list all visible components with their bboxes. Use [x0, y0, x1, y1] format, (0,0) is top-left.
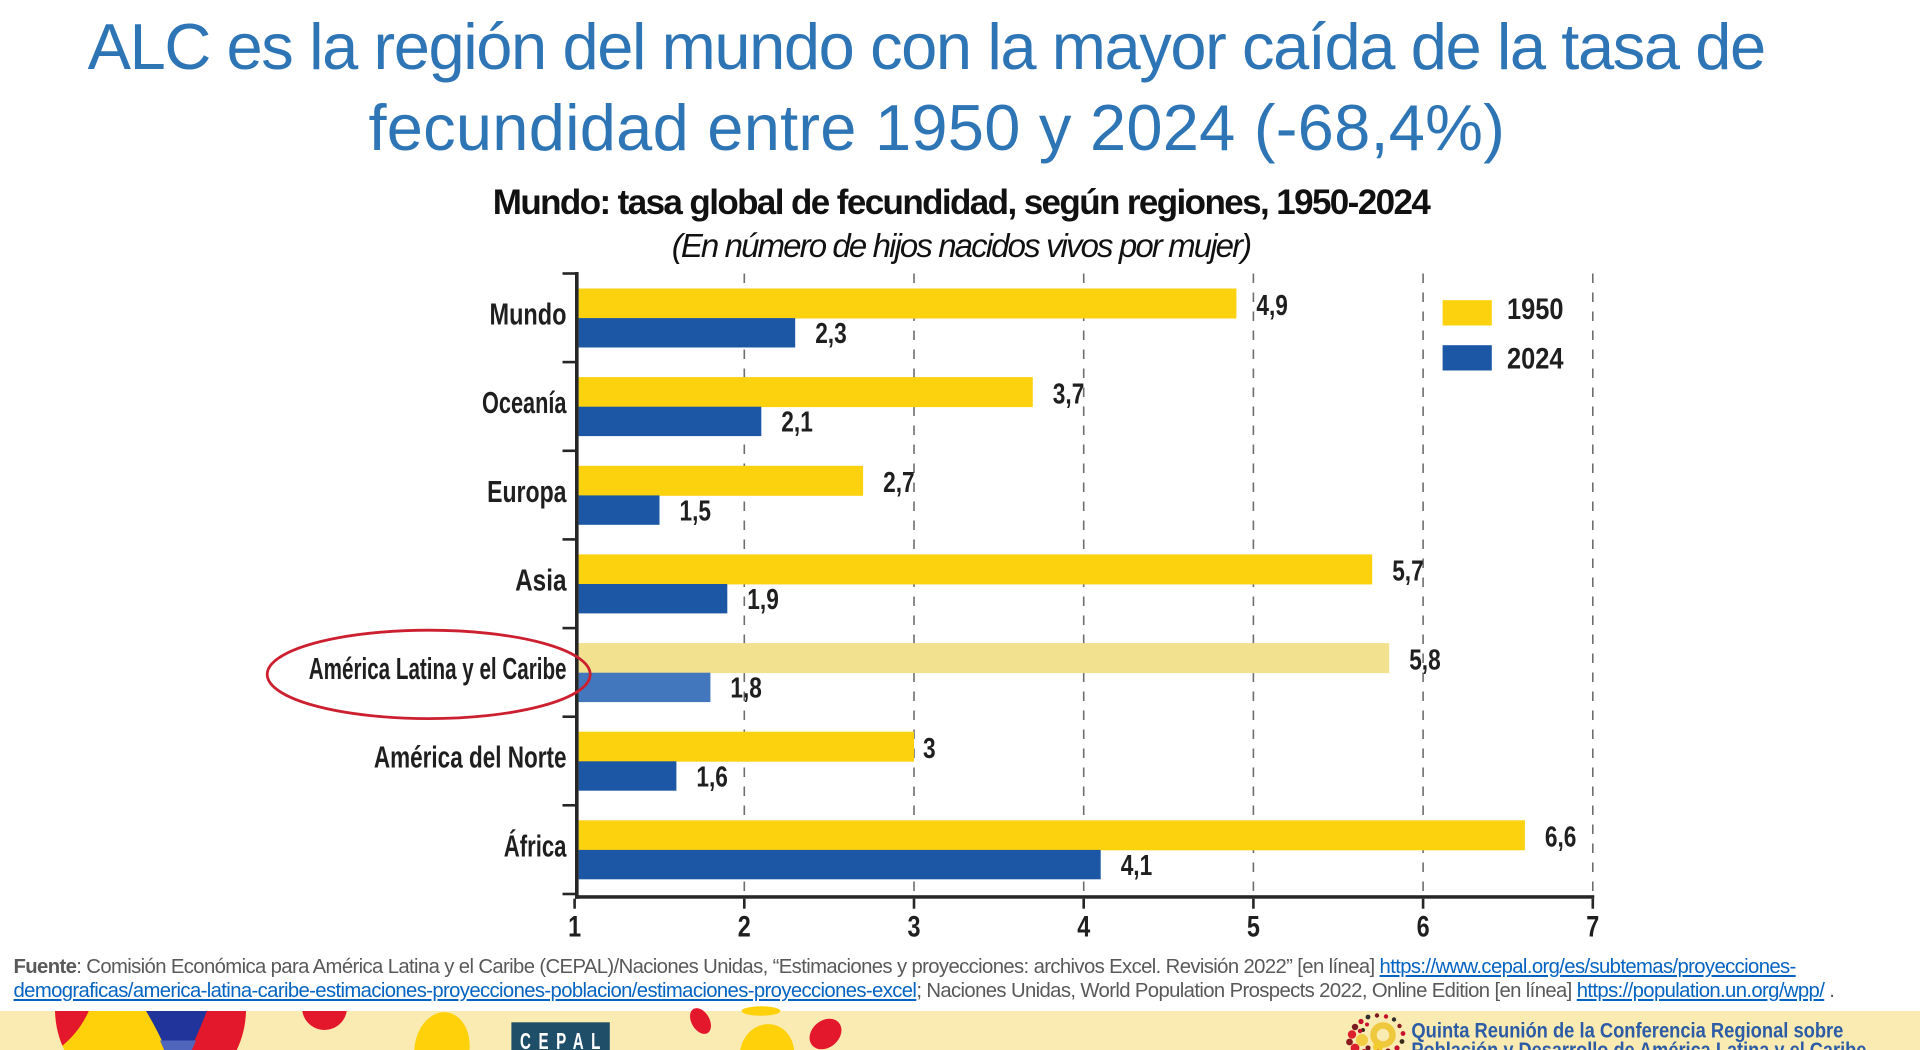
svg-text:5,7: 5,7	[1392, 556, 1424, 588]
svg-text:1,5: 1,5	[680, 495, 712, 527]
svg-text:3: 3	[923, 733, 936, 765]
svg-text:5: 5	[1247, 911, 1260, 944]
svg-text:4,9: 4,9	[1256, 290, 1288, 322]
svg-text:1: 1	[568, 911, 581, 944]
svg-text:2: 2	[738, 911, 751, 944]
svg-text:4,1: 4,1	[1121, 850, 1153, 882]
svg-text:5,8: 5,8	[1409, 644, 1441, 676]
svg-text:4: 4	[1077, 911, 1090, 944]
svg-text:Europa: Europa	[487, 475, 567, 509]
svg-text:América del Norte: América del Norte	[374, 741, 567, 775]
svg-text:6: 6	[1417, 911, 1430, 944]
svg-text:1,8: 1,8	[730, 673, 762, 705]
svg-text:África: África	[504, 828, 568, 863]
svg-text:1950: 1950	[1507, 293, 1564, 326]
svg-text:Población y Desarrollo de Amér: Población y Desarrollo de América Latina…	[1411, 1038, 1866, 1050]
svg-text:CEPAL: CEPAL	[520, 1028, 608, 1050]
svg-text:Asia: Asia	[515, 563, 567, 597]
svg-text:1,6: 1,6	[696, 761, 728, 793]
svg-text:América Latina y el Caribe: América Latina y el Caribe	[309, 652, 567, 686]
svg-text:Mundo: Mundo	[490, 298, 567, 332]
svg-text:Oceanía: Oceanía	[482, 386, 567, 420]
svg-text:2024: 2024	[1507, 342, 1564, 375]
svg-text:1,9: 1,9	[747, 584, 779, 616]
svg-text:2,3: 2,3	[815, 318, 847, 350]
svg-text:7: 7	[1586, 911, 1599, 944]
svg-text:Quinta Reunión de la Conferenc: Quinta Reunión de la Conferencia Regiona…	[1411, 1018, 1843, 1042]
svg-text:6,6: 6,6	[1545, 822, 1577, 854]
svg-text:3: 3	[908, 911, 921, 944]
svg-text:3,7: 3,7	[1053, 378, 1085, 410]
svg-text:2,7: 2,7	[883, 467, 915, 499]
svg-text:2,1: 2,1	[781, 407, 813, 439]
